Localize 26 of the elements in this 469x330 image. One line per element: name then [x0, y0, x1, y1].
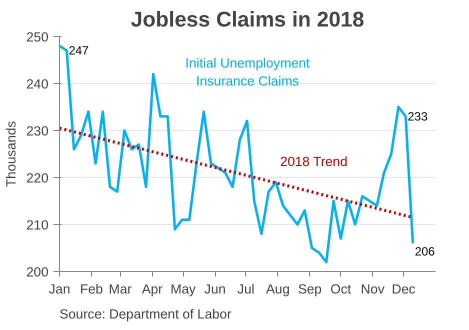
y-tick-label: 230 — [26, 124, 49, 138]
x-tick-label: Mar — [108, 282, 132, 296]
x-tick-label: Jan — [48, 282, 70, 296]
y-tick-label: 240 — [26, 76, 49, 92]
text: Initial Unemployment Insurance Claims — [185, 55, 310, 88]
x-tick-label: Apr — [142, 282, 164, 296]
x-tick-label: Dec — [392, 282, 416, 296]
data-label: 233 — [408, 109, 428, 124]
x-tick-label: Jun — [204, 282, 226, 296]
x-tick-label: Nov — [360, 282, 385, 296]
x-tick-label: Oct — [330, 282, 352, 296]
y-axis-title: Thousands — [3, 120, 18, 187]
data-label: 206 — [414, 244, 436, 258]
y-tick-label: 210 — [26, 218, 49, 232]
x-tick-label: Aug — [266, 282, 290, 296]
y-tick-label: 220 — [26, 170, 49, 186]
source-note: Source: Department of Labor — [60, 306, 232, 322]
y-tick-label: 250 — [26, 30, 49, 44]
x-tick-label: Feb — [80, 282, 103, 296]
y-tick-label: 200 — [26, 264, 49, 280]
x-tick-label: Sep — [298, 282, 322, 296]
x-tick-label: Jul — [237, 282, 255, 296]
series-label: 2018 Trend — [280, 154, 348, 169]
data-label: 247 — [68, 44, 90, 58]
x-tick-label: May — [170, 282, 196, 296]
chart-title: Jobless Claims in 2018 — [130, 8, 364, 32]
